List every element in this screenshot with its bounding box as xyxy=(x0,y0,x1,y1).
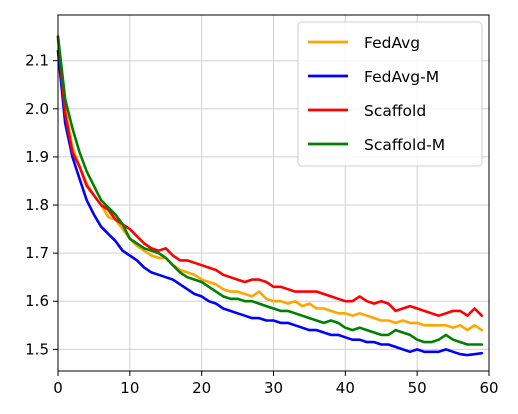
y-tick-label: 1.9 xyxy=(25,148,49,166)
axis-ticks: 0 10 20 30 40 50 60 1.5 1.6 1.7 1.8 1.9 2.0 2.1 xyxy=(25,52,498,397)
y-tick-label: 1.8 xyxy=(25,196,49,214)
y-tick-label: 1.7 xyxy=(25,244,49,262)
series-line-scaffold-m xyxy=(56,35,484,346)
y-tick-label: 2.1 xyxy=(25,52,49,70)
x-tick-label: 50 xyxy=(408,379,427,397)
y-tick-label: 1.5 xyxy=(25,340,49,358)
y-tick-label: 1.6 xyxy=(25,292,49,310)
legend-label: FedAvg-M xyxy=(364,68,439,86)
series-lines xyxy=(56,35,484,357)
y-tick-label: 2.0 xyxy=(25,100,49,118)
legend: FedAvg FedAvg-M Scaffold Scaffold-M xyxy=(297,21,483,167)
legend-box xyxy=(297,21,483,167)
x-tick-label: 20 xyxy=(192,379,211,397)
x-tick-label: 60 xyxy=(479,379,498,397)
x-tick-label: 10 xyxy=(120,379,139,397)
series-line-fedavg-m xyxy=(56,49,484,357)
x-tick-label: 30 xyxy=(264,379,283,397)
legend-label: FedAvg xyxy=(364,34,420,52)
series-line-scaffold xyxy=(56,35,484,318)
x-tick-label: 0 xyxy=(53,379,63,397)
legend-label: Scaffold-M xyxy=(364,136,445,154)
x-tick-label: 40 xyxy=(336,379,355,397)
legend-label: Scaffold xyxy=(364,102,426,120)
